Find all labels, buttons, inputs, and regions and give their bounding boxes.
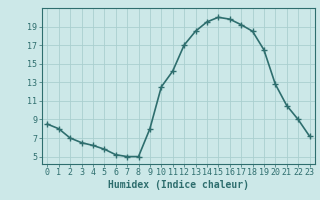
X-axis label: Humidex (Indice chaleur): Humidex (Indice chaleur)	[108, 180, 249, 190]
